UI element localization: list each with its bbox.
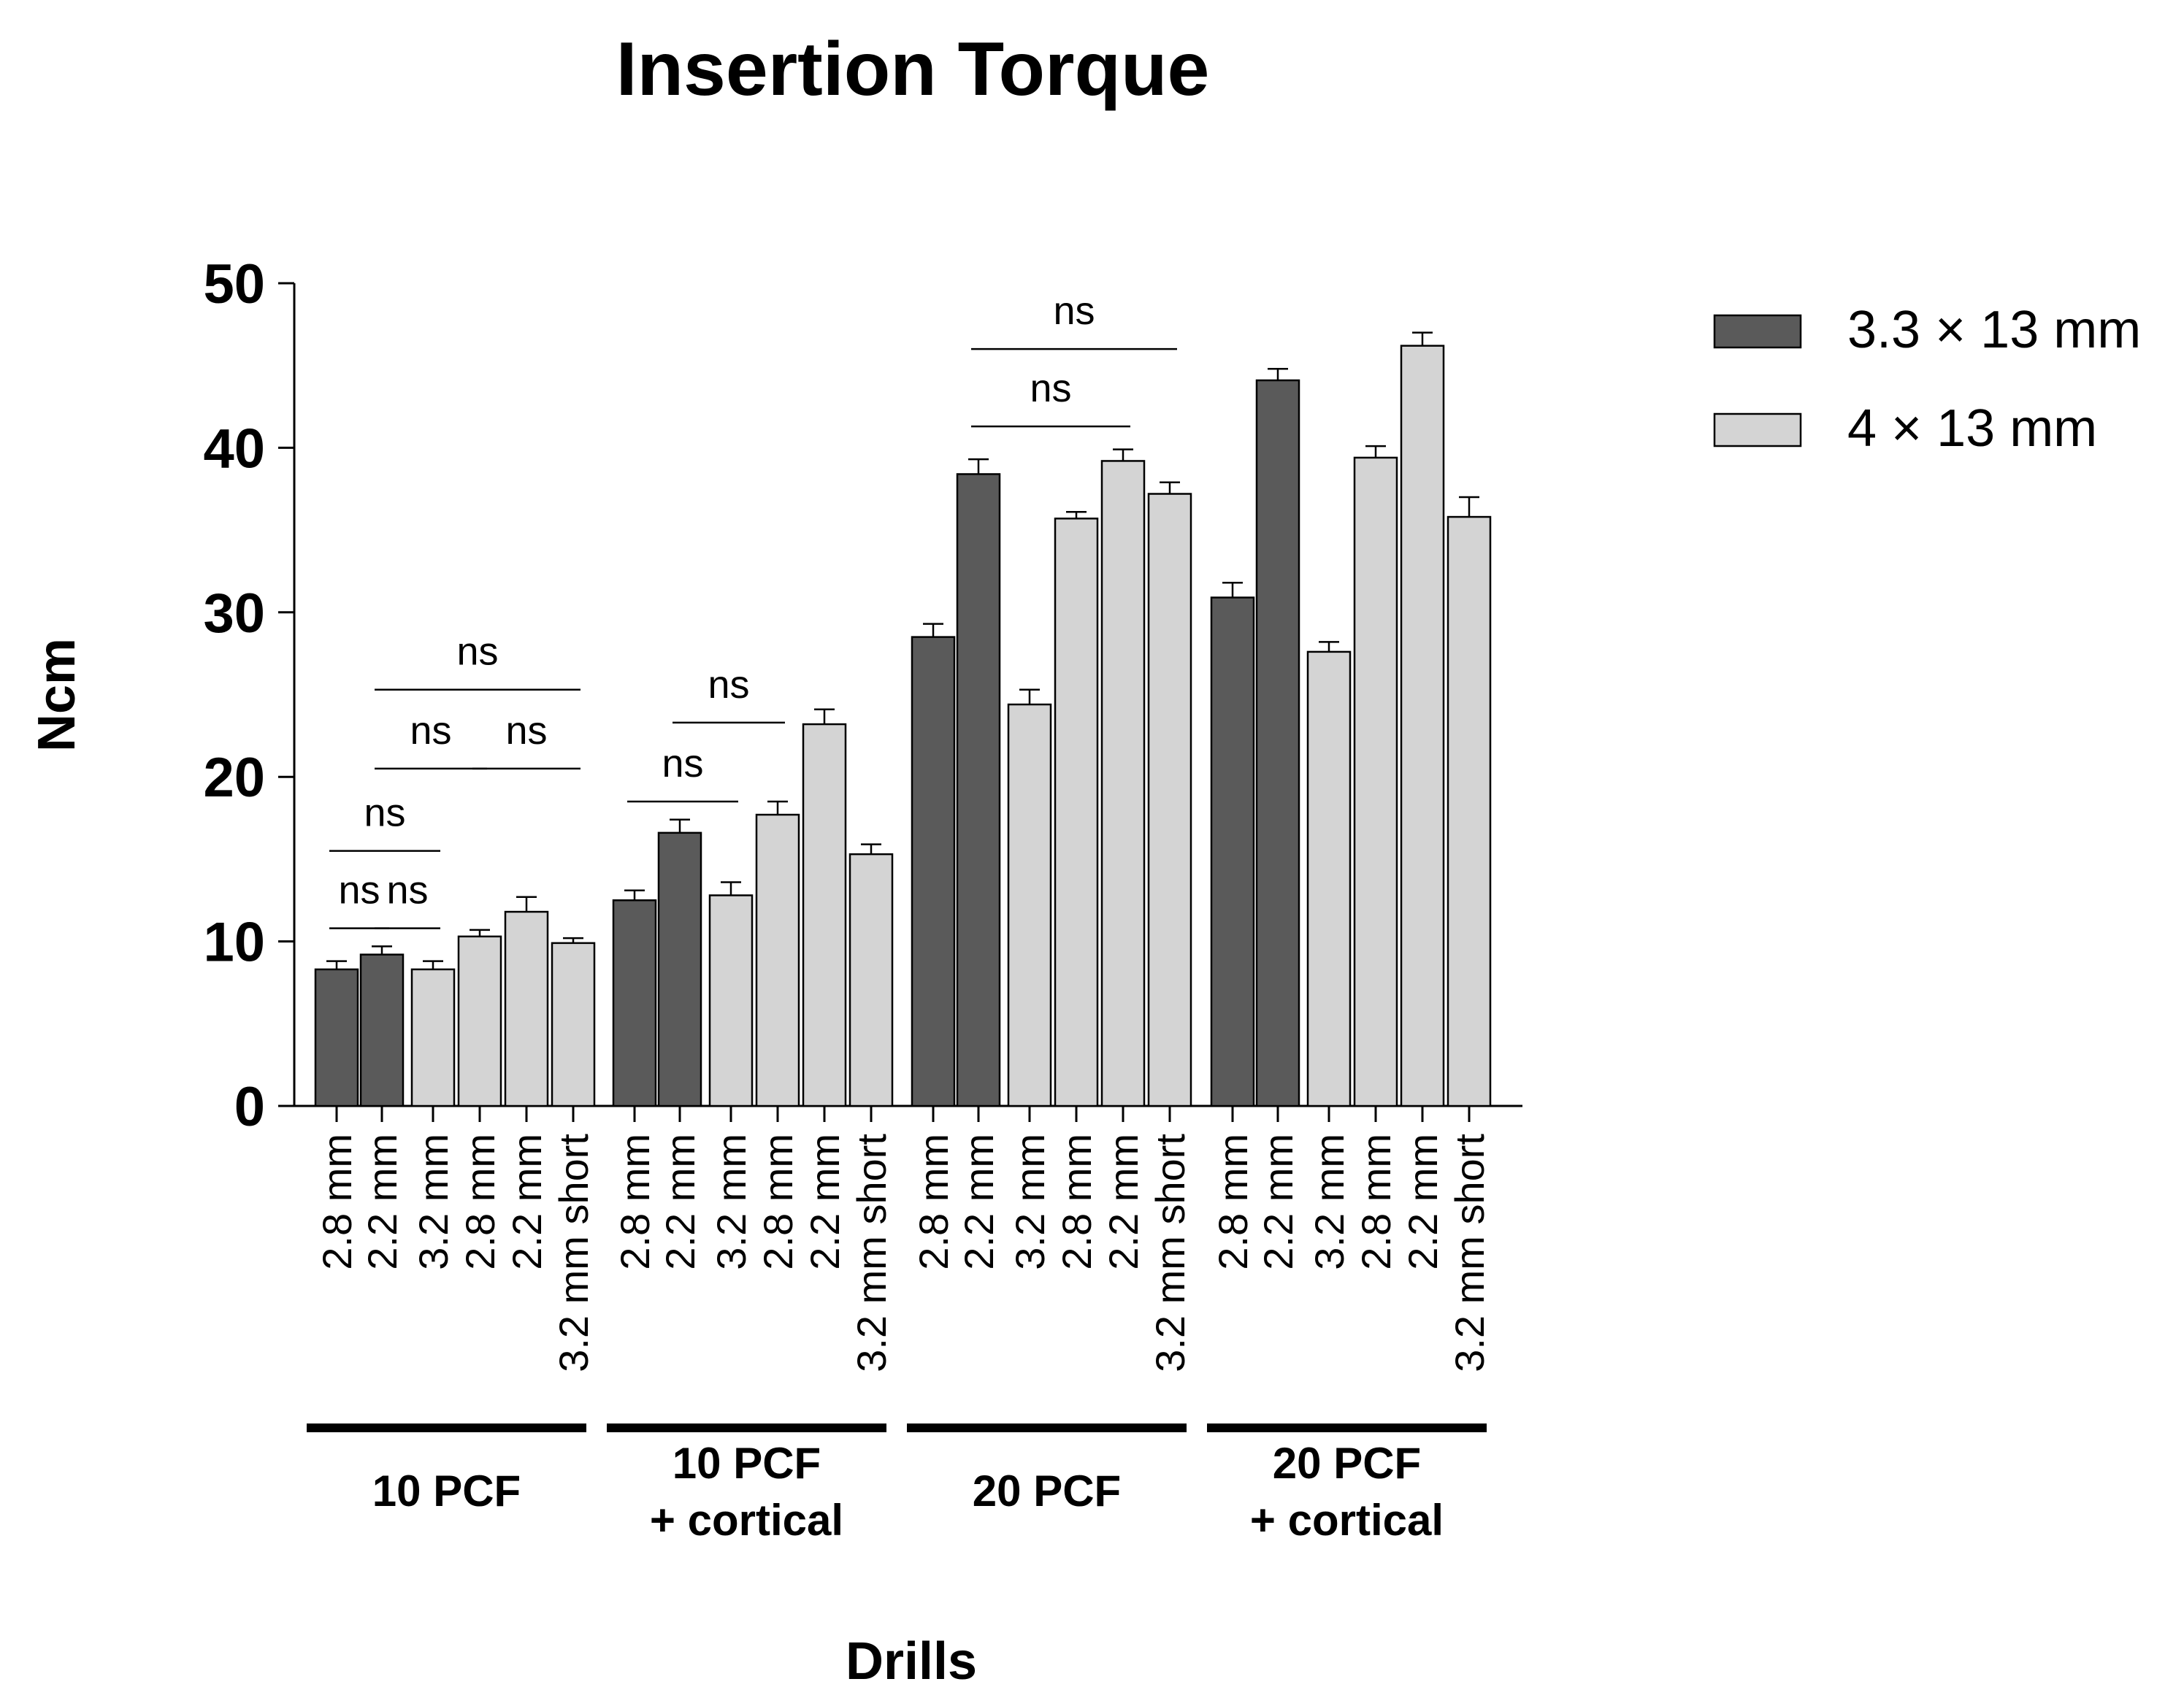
x-tick-label: 2.8 mm (1353, 1134, 1399, 1270)
bar (911, 636, 956, 1107)
group-label: + cortical (1250, 1496, 1444, 1545)
y-tick-label: 50 (203, 253, 265, 315)
x-tick-label: 2.2 mm (802, 1134, 848, 1270)
legend: 3.3 × 13 mm 4 × 13 mm (1713, 301, 2141, 458)
legend-swatch (1713, 412, 1802, 447)
significance-label: ns (410, 709, 451, 753)
bar (1210, 596, 1255, 1107)
y-tick-label: 40 (203, 418, 265, 480)
bar (504, 910, 549, 1107)
group-label: 20 PCF (973, 1467, 1121, 1515)
bar (1100, 460, 1146, 1107)
x-tick-label: 3.2 mm (1306, 1134, 1352, 1270)
bar (551, 942, 596, 1107)
x-tick-label: 3.2 mm short (1147, 1134, 1193, 1372)
significance-label: ns (1030, 366, 1071, 410)
y-tick-label: 30 (203, 583, 265, 645)
significance-label: ns (456, 630, 498, 674)
group-underline (1207, 1423, 1487, 1432)
x-tick-label: 3.2 mm (1007, 1134, 1053, 1270)
bar (1353, 456, 1398, 1107)
group-label: 10 PCF (372, 1467, 521, 1515)
group-underline (607, 1423, 886, 1432)
bar (1447, 515, 1492, 1107)
x-tick-label: 2.2 mm (1255, 1134, 1301, 1270)
bar (657, 831, 702, 1107)
legend-swatch (1713, 314, 1802, 349)
x-tick-label: 2.2 mm (504, 1134, 550, 1270)
bar (1255, 379, 1300, 1107)
bar (612, 899, 657, 1107)
group-label: 20 PCF (1273, 1439, 1421, 1488)
bar (410, 968, 456, 1107)
group-label: 10 PCF (673, 1439, 821, 1488)
x-tick-label: 2.8 mm (314, 1134, 360, 1270)
group-label: + cortical (650, 1496, 843, 1545)
x-axis-title: Drills (846, 1632, 977, 1691)
bar (755, 813, 800, 1107)
x-tick-label: 2.8 mm (1210, 1134, 1256, 1270)
x-tick-label: 3.2 mm (708, 1134, 754, 1270)
x-tick-label: 2.2 mm (956, 1134, 1002, 1270)
x-tick-label: 3.2 mm short (551, 1134, 597, 1372)
x-tick-label: 3.2 mm short (848, 1134, 894, 1372)
group-underline (907, 1423, 1187, 1432)
bar (956, 473, 1001, 1107)
bar (359, 953, 405, 1107)
x-tick-label: 2.8 mm (911, 1134, 957, 1270)
x-tick-label: 3.2 mm short (1447, 1134, 1493, 1372)
significance-label: ns (1053, 289, 1095, 333)
legend-label: 4 × 13 mm (1847, 399, 2097, 458)
x-tick-label: 2.8 mm (755, 1134, 801, 1270)
y-tick-label: 20 (203, 747, 265, 809)
bar (457, 935, 502, 1107)
x-tick-label: 2.8 mm (1054, 1134, 1100, 1270)
x-tick-label: 2.8 mm (612, 1134, 658, 1270)
bar (1007, 703, 1052, 1107)
group-underline (307, 1423, 586, 1432)
significance-label: ns (505, 709, 547, 753)
significance-label: ns (338, 869, 380, 912)
significance-label: ns (708, 663, 749, 707)
bar (314, 968, 359, 1107)
bar (802, 723, 847, 1107)
chart-title: Insertion Torque (616, 27, 1210, 112)
bar (1147, 493, 1192, 1107)
x-tick-label: 2.2 mm (657, 1134, 703, 1270)
x-tick-label: 2.2 mm (359, 1134, 405, 1270)
significance-label: ns (364, 791, 405, 835)
bar (1054, 518, 1099, 1107)
y-axis-title: Ncm (28, 638, 86, 752)
x-tick-label: 2.8 mm (457, 1134, 503, 1270)
y-tick-label: 0 (234, 1076, 265, 1138)
significance-label: ns (386, 869, 428, 912)
x-tick-label: 3.2 mm (410, 1134, 456, 1270)
x-tick-label: 2.2 mm (1400, 1134, 1446, 1270)
legend-label: 3.3 × 13 mm (1847, 301, 2141, 359)
x-tick-label: 2.2 mm (1100, 1134, 1146, 1270)
y-tick-label: 10 (203, 912, 265, 974)
bar (1306, 650, 1352, 1107)
bar (848, 853, 894, 1107)
significance-label: ns (662, 742, 703, 785)
bar (708, 894, 754, 1107)
bar (1400, 345, 1445, 1107)
